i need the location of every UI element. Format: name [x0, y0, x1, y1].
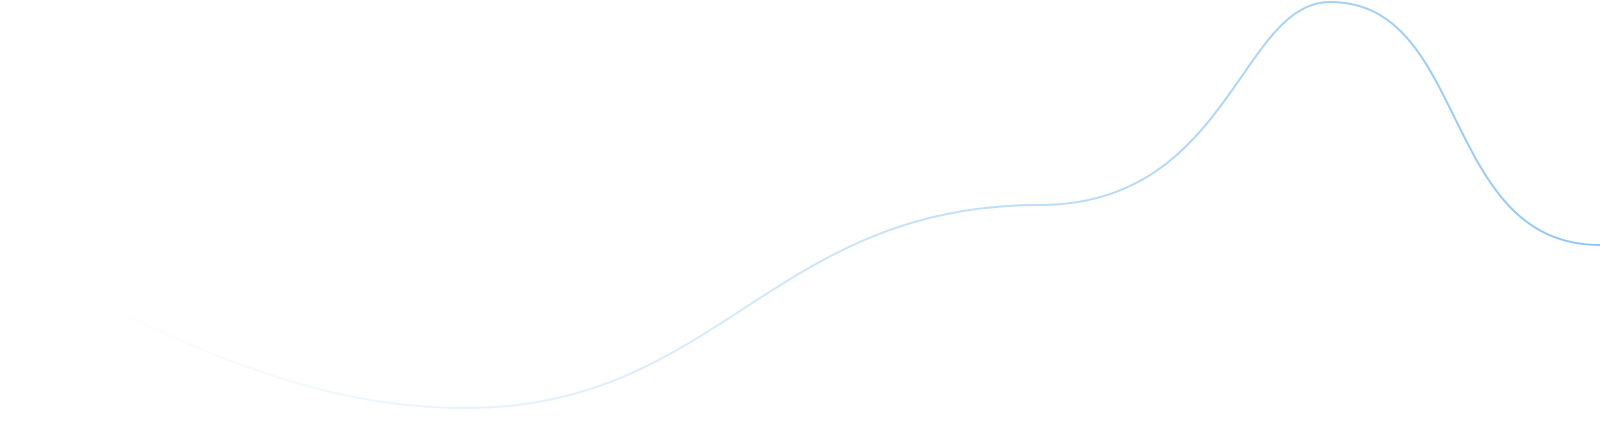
wave-line [0, 0, 1600, 410]
